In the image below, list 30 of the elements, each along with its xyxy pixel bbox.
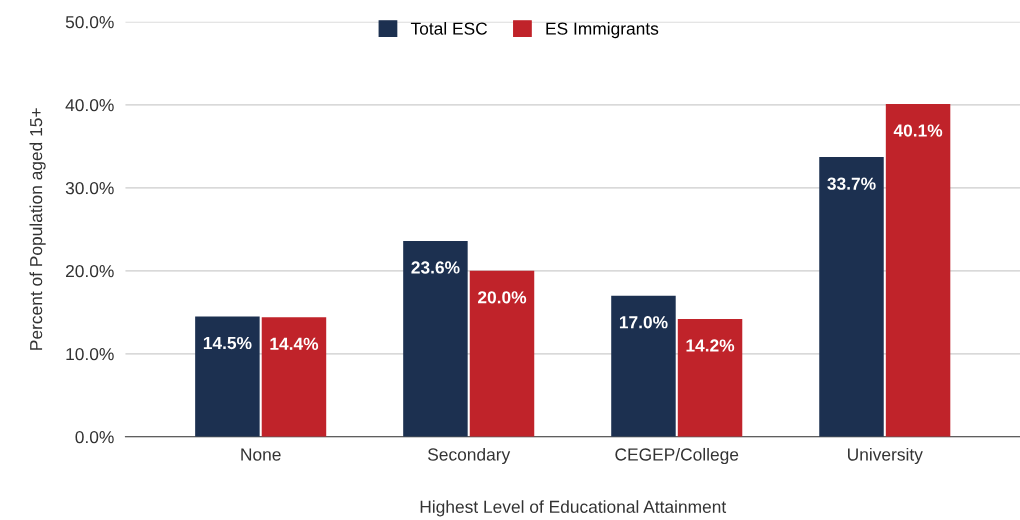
y-tick-label: 10.0% [66, 347, 114, 361]
data-label: 14.5% [203, 336, 252, 350]
data-label: 17.0% [619, 316, 668, 329]
data-label: 20.0% [477, 291, 527, 304]
bar [195, 316, 260, 437]
y-tick-label: 40.0% [65, 99, 114, 112]
y-axis-title: Percent of Population aged 15+ [29, 108, 46, 350]
x-tick-label: CEGEP/College [615, 447, 739, 465]
data-label: 14.4% [270, 337, 319, 350]
x-axis-title: Highest Level of Educational Attainment [420, 500, 727, 517]
data-label: 40.1% [893, 124, 943, 137]
legend-label: ES Immigrants [546, 22, 659, 39]
x-tick-label: University [848, 447, 923, 465]
x-tick-label: Secondary [428, 447, 511, 465]
legend-label: Total ESC [410, 22, 488, 35]
bar [403, 240, 468, 437]
y-tick-label: 30.0% [65, 181, 114, 195]
data-label: 33.7% [827, 177, 876, 190]
bar [469, 270, 535, 437]
data-label: 23.6% [411, 261, 460, 274]
data-label: 14.2% [686, 339, 735, 352]
y-tick-label: 20.0% [66, 264, 114, 278]
x-tick-label: None [241, 448, 281, 461]
y-tick-label: 50.0% [65, 16, 114, 29]
bar [611, 295, 676, 437]
y-tick-label: 0.0% [75, 430, 114, 444]
bar [677, 318, 743, 437]
bar [819, 157, 884, 437]
bar [261, 317, 327, 437]
bar [885, 104, 951, 437]
